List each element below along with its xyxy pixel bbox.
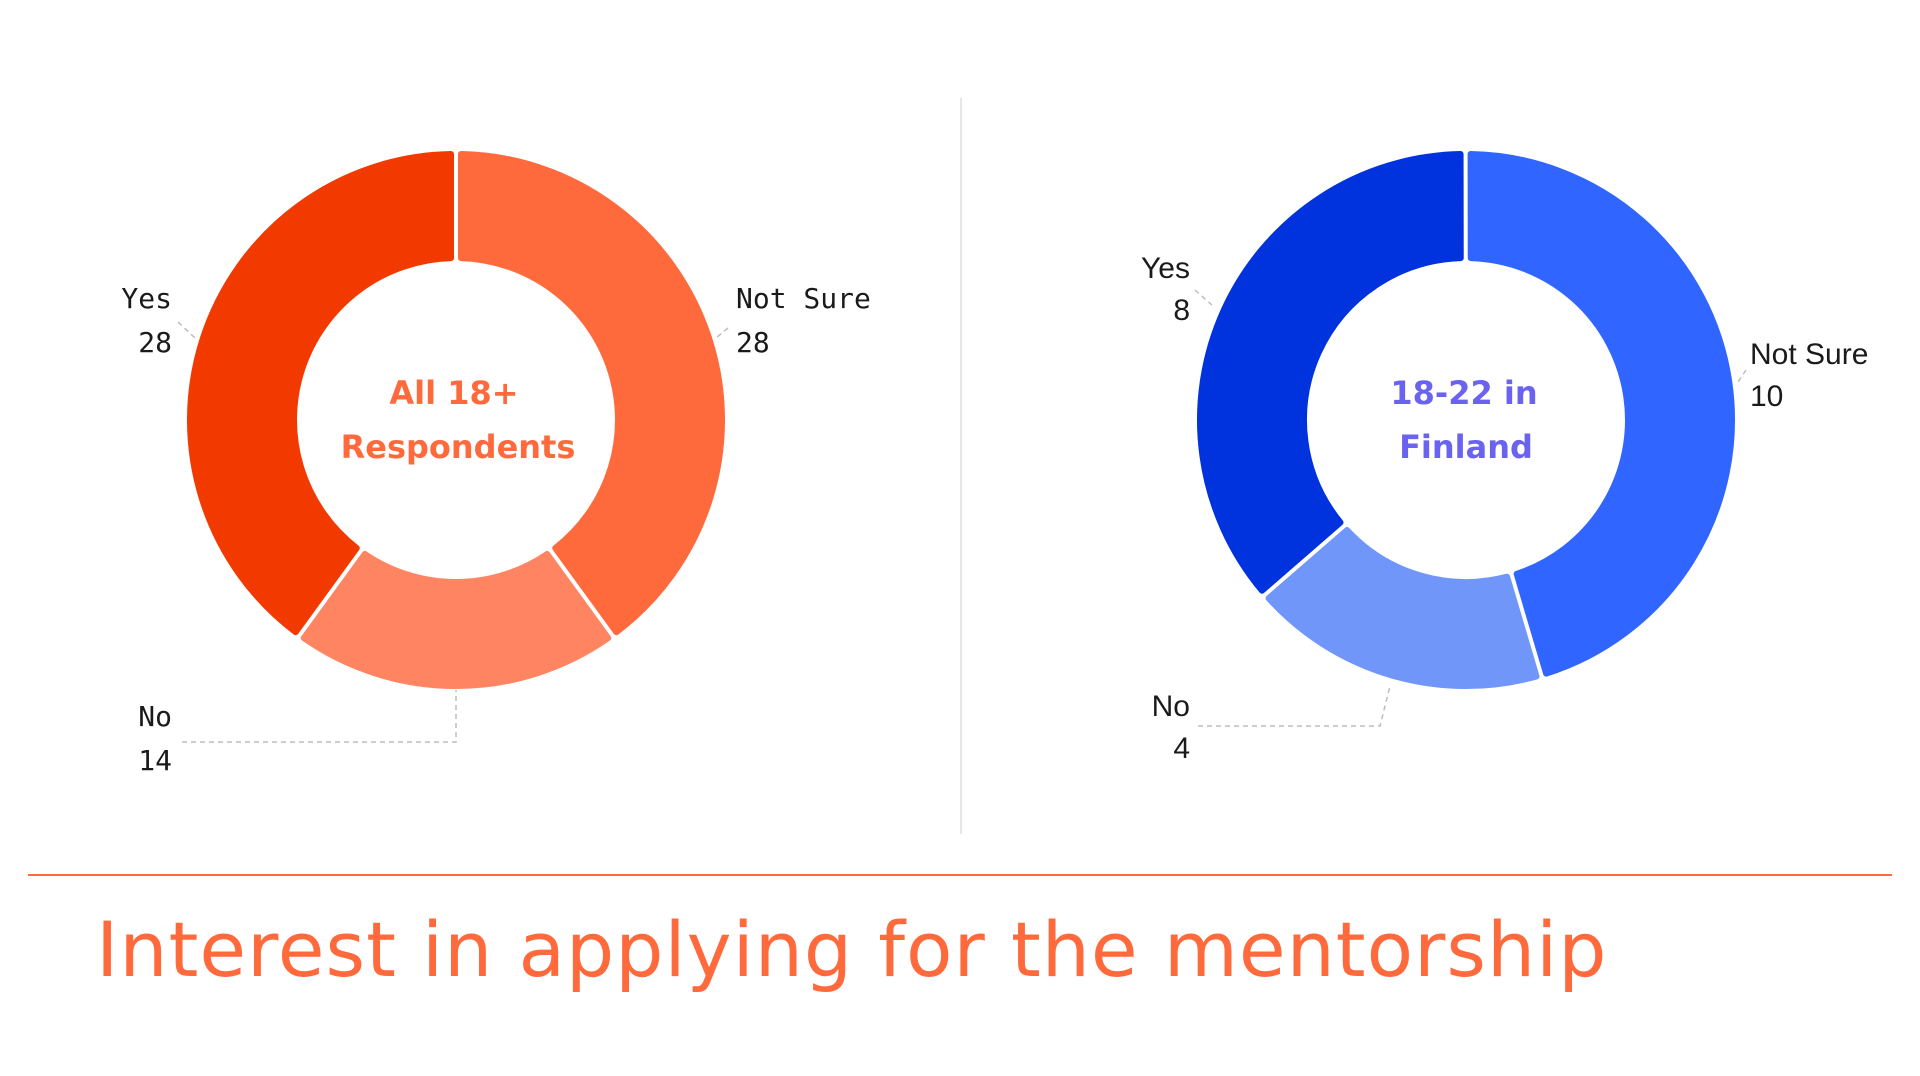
slice-not-sure — [1467, 151, 1735, 677]
value-no: 4 — [1173, 732, 1190, 765]
donut-all-respondents: Yes 28 Not Sure 28 No 14 All 18+ Respond… — [121, 151, 871, 777]
label-no: No — [1152, 690, 1190, 723]
leader-yes — [177, 321, 196, 339]
value-not-sure: 28 — [736, 326, 770, 359]
page-title: Interest in applying for the mentorship — [96, 905, 1608, 994]
value-yes: 8 — [1173, 294, 1190, 327]
donut-finland-18-22: Yes 8 Not Sure 10 No 4 18-22 in Finland — [1141, 151, 1868, 765]
center-title-line-1: 18-22 in — [1390, 374, 1537, 412]
leader-not-sure — [715, 327, 729, 339]
slice-not-sure — [457, 151, 725, 636]
center-title-line-2: Respondents — [341, 428, 576, 466]
slice-yes — [1197, 151, 1464, 594]
center-title-line-1: All 18+ — [389, 374, 518, 412]
title-divider — [28, 874, 1892, 876]
label-not-sure: Not Sure — [1750, 338, 1868, 371]
label-yes: Yes — [1141, 252, 1190, 285]
chart-divider — [960, 98, 962, 834]
leader-yes — [1194, 289, 1213, 306]
leader-not-sure — [1737, 369, 1747, 383]
label-no: No — [138, 700, 172, 733]
leader-no — [1198, 685, 1391, 727]
value-not-sure: 10 — [1750, 380, 1783, 413]
slice-no — [300, 550, 612, 689]
slice-no — [1265, 527, 1540, 689]
center-title-line-2: Finland — [1399, 428, 1533, 466]
value-yes: 28 — [138, 326, 172, 359]
slice-yes — [187, 151, 455, 636]
label-yes: Yes — [121, 282, 172, 315]
label-not-sure: Not Sure — [736, 282, 871, 315]
leader-no — [182, 690, 457, 743]
value-no: 14 — [138, 744, 172, 777]
